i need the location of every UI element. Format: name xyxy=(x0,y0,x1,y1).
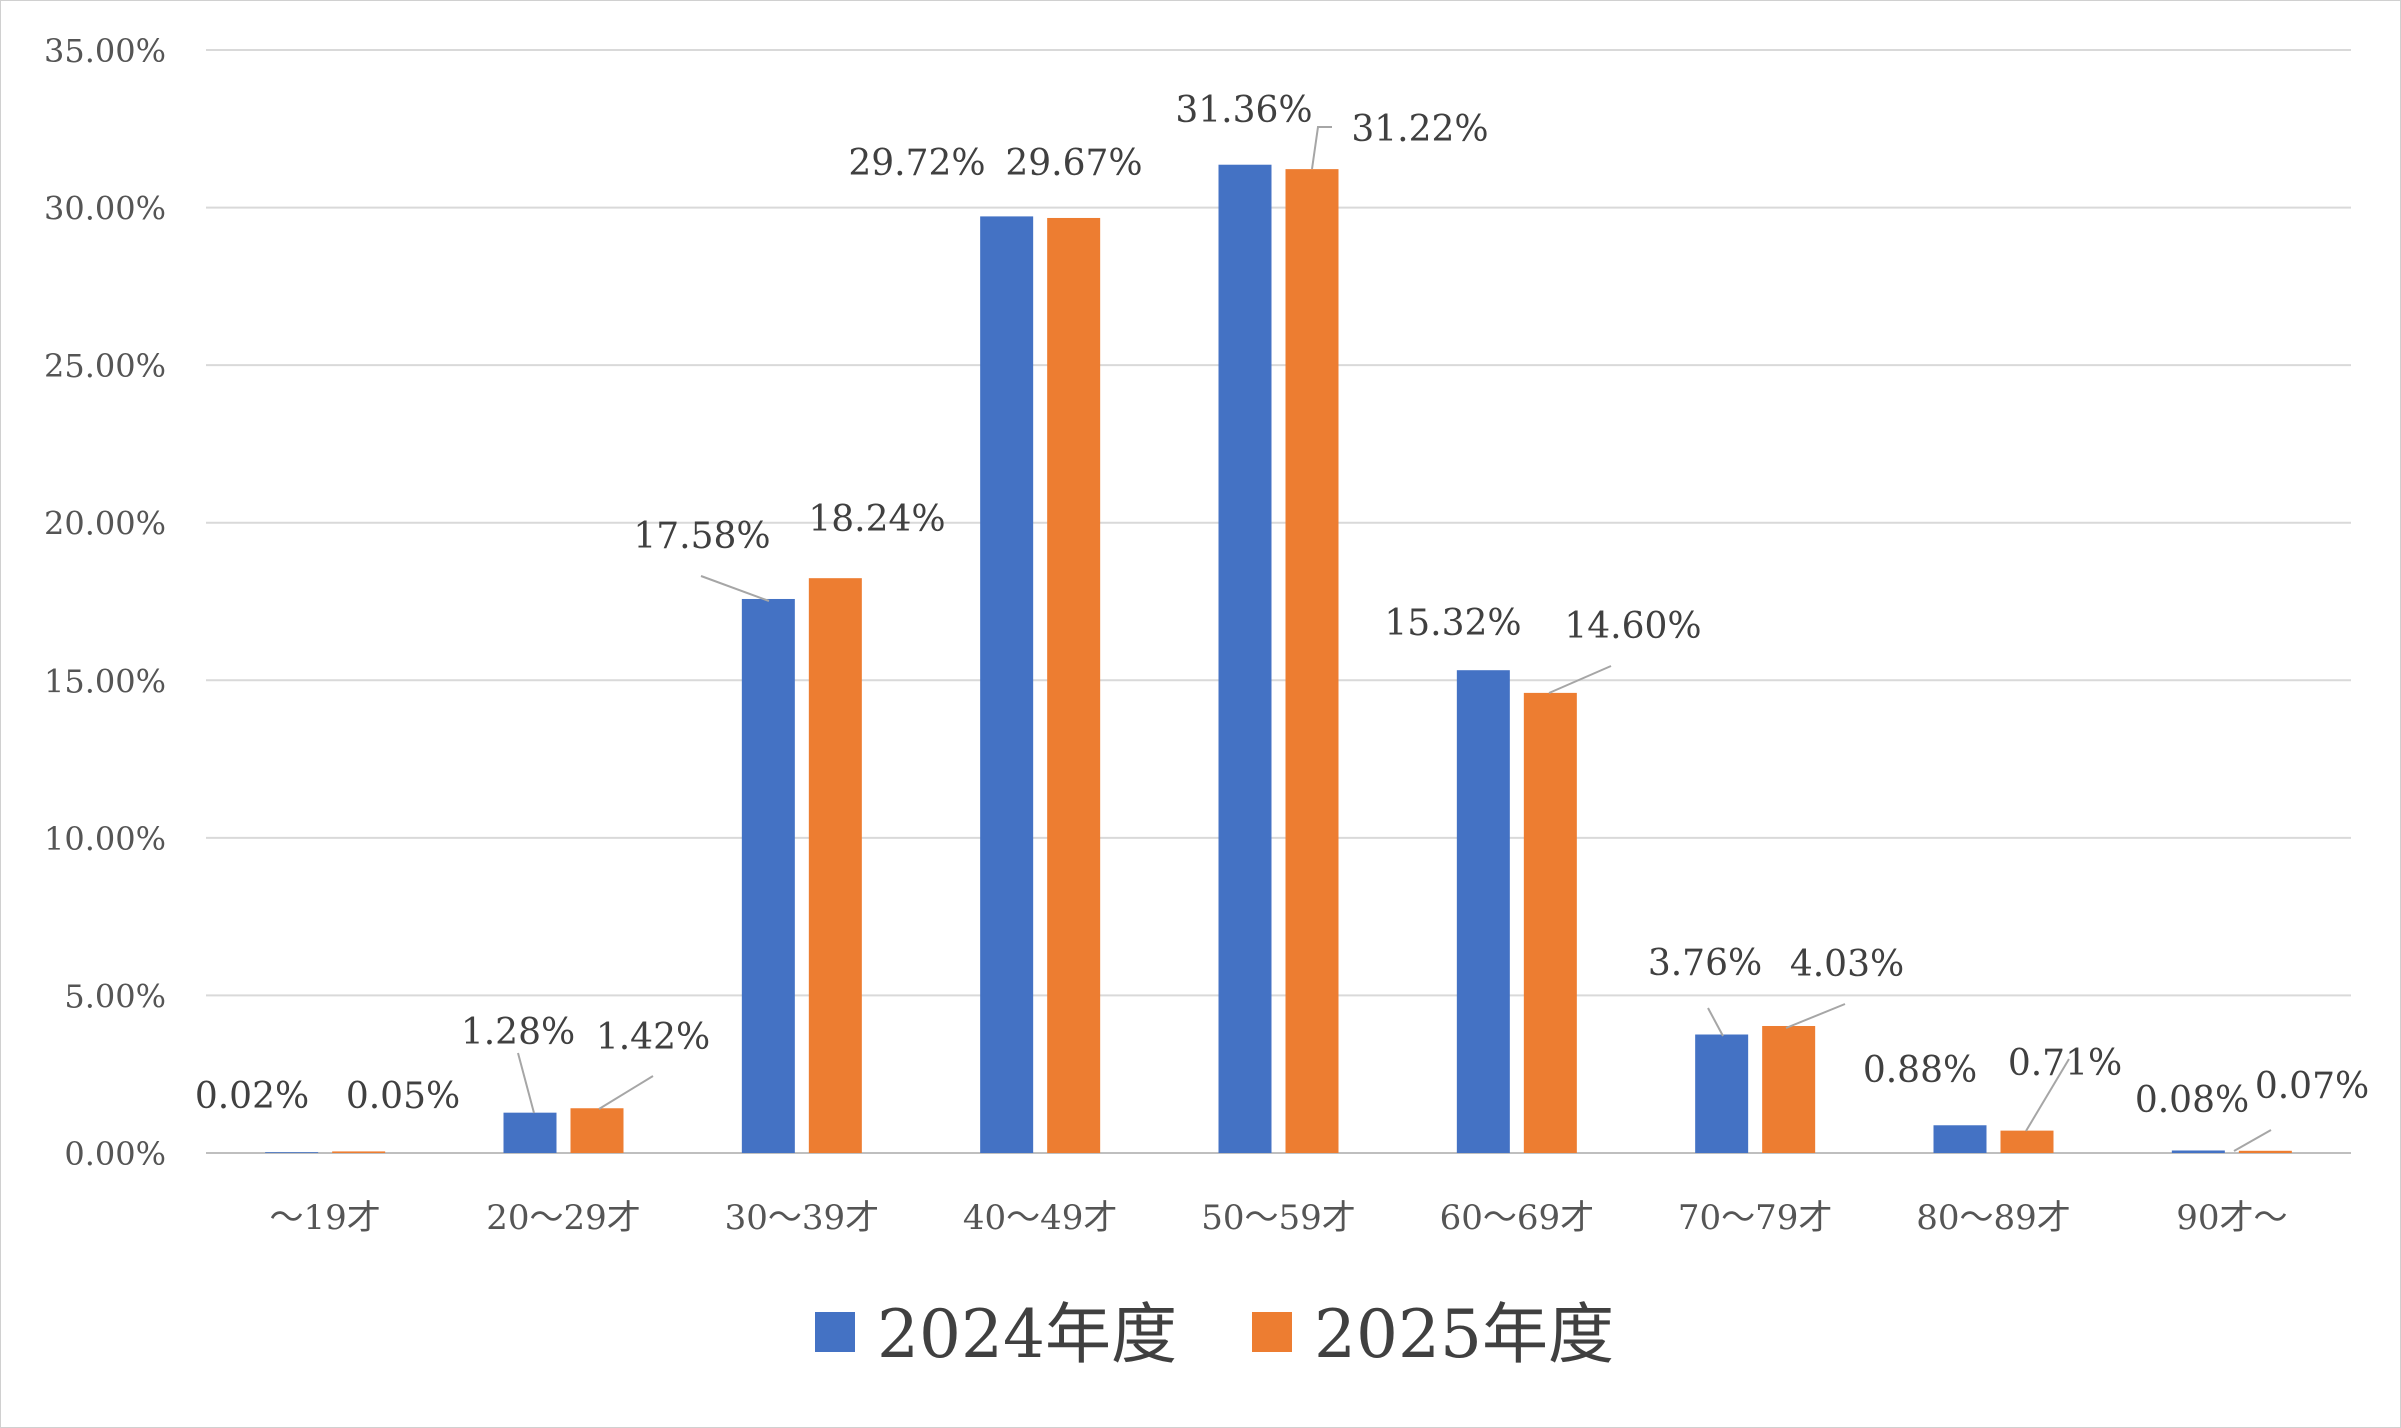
x-tick-label: 90才～ xyxy=(2176,1198,2287,1238)
bar-2025 xyxy=(1523,692,1577,1153)
x-tick-label: 80～89才 xyxy=(1916,1198,2071,1238)
bar-2024 xyxy=(1218,164,1272,1153)
bar-2024 xyxy=(2171,1150,2225,1153)
bar-2025 xyxy=(570,1108,624,1153)
bar-2025 xyxy=(1285,169,1339,1153)
x-tick-label: 30～39才 xyxy=(725,1198,880,1238)
bar-2025 xyxy=(808,578,862,1153)
bar-2025 xyxy=(2000,1130,2054,1153)
data-label-2024: 0.08% xyxy=(2135,1080,2249,1121)
data-label-2024: 31.36% xyxy=(1175,90,1312,131)
leader-lines xyxy=(517,126,2272,1152)
data-label-2025: 4.03% xyxy=(1790,944,1904,985)
x-axis: ～19才 20～29才 30～39才 40～49才 50～59才 60～69才 70～79才… xyxy=(270,1198,2288,1238)
x-tick-label: ～19才 xyxy=(270,1198,381,1238)
y-tick-label: 15.00% xyxy=(44,662,166,700)
data-label-2025: 31.22% xyxy=(1351,109,1488,150)
bar-2024 xyxy=(1456,670,1510,1153)
y-tick-label: 5.00% xyxy=(64,977,166,1015)
data-label-2025: 0.07% xyxy=(2255,1066,2369,1107)
data-label-2025: 29.67% xyxy=(1005,143,1142,184)
data-label-2024: 17.58% xyxy=(633,516,770,557)
legend-swatch-2024 xyxy=(815,1312,855,1352)
x-tick-label: 70～79才 xyxy=(1678,1198,1833,1238)
bar-2024 xyxy=(980,216,1034,1153)
data-label-2025: 0.05% xyxy=(346,1076,460,1117)
data-label-2025: 14.60% xyxy=(1564,606,1701,647)
x-tick-label: 60～69才 xyxy=(1440,1198,1595,1238)
leader-line xyxy=(2025,1058,2070,1132)
legend: 2024年度 2025年度 xyxy=(815,1296,1614,1373)
bar-2025 xyxy=(1762,1025,1816,1153)
bar-2024 xyxy=(1933,1125,1987,1153)
data-label-2024: 3.76% xyxy=(1648,943,1762,984)
bar-2024 xyxy=(741,598,795,1153)
y-tick-label: 30.00% xyxy=(44,190,166,228)
data-label-2024: 1.28% xyxy=(461,1012,575,1053)
data-label-2024: 15.32% xyxy=(1384,603,1521,644)
leader-line xyxy=(1311,126,1332,170)
y-tick-label: 35.00% xyxy=(44,32,166,70)
legend-label-2024: 2024年度 xyxy=(877,1296,1177,1373)
y-tick-label: 0.00% xyxy=(64,1135,166,1173)
leader-line xyxy=(1707,1007,1724,1037)
data-label-2025: 0.71% xyxy=(2008,1043,2122,1084)
x-tick-label: 40～49才 xyxy=(963,1198,1118,1238)
y-tick-label: 20.00% xyxy=(44,505,166,543)
data-label-2024: 0.88% xyxy=(1863,1050,1977,1091)
bar-2025 xyxy=(2238,1150,2292,1153)
leader-line xyxy=(598,1075,654,1110)
x-tick-label: 20～29才 xyxy=(486,1198,641,1238)
bar-2025 xyxy=(1047,217,1101,1154)
data-labels: 0.02% 1.28% 17.58% 29.72% 31.36% 15.32% 3.76% 0… xyxy=(195,90,2369,1121)
bar-2024 xyxy=(1695,1034,1749,1153)
leader-line xyxy=(700,575,770,602)
y-axis: 0.00% 5.00% 10.00% 15.00% 20.00% 25.00% 30.00%… xyxy=(44,32,166,1173)
leader-line xyxy=(1785,1003,1846,1029)
leader-line xyxy=(1548,665,1612,694)
data-label-2025: 18.24% xyxy=(808,499,945,540)
y-tick-label: 25.00% xyxy=(44,347,166,385)
data-label-2025: 1.42% xyxy=(596,1017,710,1058)
bar-2024 xyxy=(503,1112,557,1153)
data-label-2024: 29.72% xyxy=(848,143,985,184)
legend-label-2025: 2025年度 xyxy=(1314,1296,1614,1373)
leader-line xyxy=(2233,1129,2272,1152)
bar-2024 xyxy=(265,1152,319,1153)
y-tick-label: 10.00% xyxy=(44,820,166,858)
data-label-2024: 0.02% xyxy=(195,1076,309,1117)
bars xyxy=(265,164,2292,1154)
leader-line xyxy=(517,1052,535,1114)
x-tick-label: 50～59才 xyxy=(1201,1198,1356,1238)
bar-2025 xyxy=(332,1151,386,1153)
gridlines xyxy=(206,49,2351,1154)
legend-swatch-2025 xyxy=(1252,1312,1292,1352)
